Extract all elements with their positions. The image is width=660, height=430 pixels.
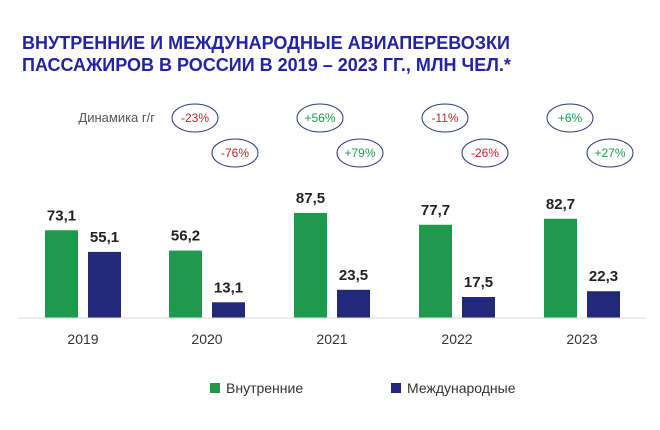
x-tick-2019: 2019: [67, 331, 98, 347]
yoy-label-domestic-2021: +56%: [304, 111, 335, 125]
value-label-international-2021: 23,5: [339, 267, 368, 284]
legend-label-international: Международные: [407, 380, 516, 396]
value-label-domestic-2019: 73,1: [47, 207, 76, 224]
yoy-bubble-international-2020: [211, 138, 259, 168]
bar-international-2021: [337, 289, 370, 318]
x-tick-2021: 2021: [316, 331, 347, 347]
bar-international-2019: [88, 251, 121, 318]
value-label-international-2022: 17,5: [464, 274, 493, 291]
yoy-bubble-domestic-2022: [421, 103, 469, 133]
yoy-label-international-2020: -76%: [221, 146, 249, 160]
value-label-domestic-2020: 56,2: [171, 228, 200, 245]
x-ticks-group: 2019 2020 2021 2022 2023: [67, 331, 597, 347]
x-tick-2020: 2020: [191, 331, 222, 347]
bar-international-2023: [587, 291, 620, 318]
yoy-label-domestic-2020: -23%: [181, 111, 209, 125]
chart-title: ВНУТРЕННИЕ И МЕЖДУНАРОДНЫЕ АВИАПЕРЕВОЗКИ…: [22, 32, 642, 76]
yoy-bubble-domestic-2021: [296, 103, 344, 133]
value-label-international-2019: 55,1: [90, 229, 119, 246]
bar-international-2020: [212, 302, 245, 318]
yoy-label-international-2022: -26%: [471, 146, 499, 160]
bar-domestic-2019: [45, 230, 78, 318]
bar-international-2022: [462, 297, 495, 318]
x-tick-2023: 2023: [566, 331, 597, 347]
legend-swatch-international: [391, 383, 401, 393]
yoy-bubble-international-2021: [336, 138, 384, 168]
x-tick-2022: 2022: [441, 331, 472, 347]
legend: Внутренние Международные: [210, 380, 516, 396]
value-label-international-2023: 22,3: [589, 268, 618, 285]
yoy-label-domestic-2023: +6%: [558, 111, 583, 125]
dynamics-label: Динамика г/г: [78, 110, 155, 125]
bar-domestic-2020: [169, 250, 202, 318]
yoy-label-international-2023: +27%: [594, 146, 625, 160]
bars-group: 73,1 55,1 56,2 13,1 87,5 23,5 77,7 17,5 82,7 22,3: [45, 190, 620, 318]
chart-title-line-1: ВНУТРЕННИЕ И МЕЖДУНАРОДНЫЕ АВИАПЕРЕВОЗКИ: [22, 33, 510, 53]
value-label-international-2020: 13,1: [214, 279, 243, 296]
yoy-bubble-international-2023: [586, 138, 634, 168]
yoy-bubbles-group: -23% -76% +56% +79% -11% -26% +6% +27%: [171, 103, 634, 168]
value-label-domestic-2023: 82,7: [546, 196, 575, 213]
chart-title-line-2: ПАССАЖИРОВ В РОССИИ В 2019 – 2023 ГГ., М…: [22, 55, 511, 75]
value-label-domestic-2022: 77,7: [421, 202, 450, 219]
bar-domestic-2021: [294, 213, 327, 318]
legend-label-domestic: Внутренние: [226, 380, 303, 396]
legend-swatch-domestic: [210, 383, 220, 393]
yoy-label-international-2021: +79%: [344, 146, 375, 160]
yoy-bubble-domestic-2020: [171, 103, 219, 133]
yoy-bubble-international-2022: [461, 138, 509, 168]
bar-domestic-2022: [419, 224, 452, 318]
yoy-bubble-domestic-2023: [546, 103, 594, 133]
value-label-domestic-2021: 87,5: [296, 190, 325, 207]
yoy-label-domestic-2022: -11%: [431, 111, 458, 125]
bar-domestic-2023: [544, 218, 577, 318]
